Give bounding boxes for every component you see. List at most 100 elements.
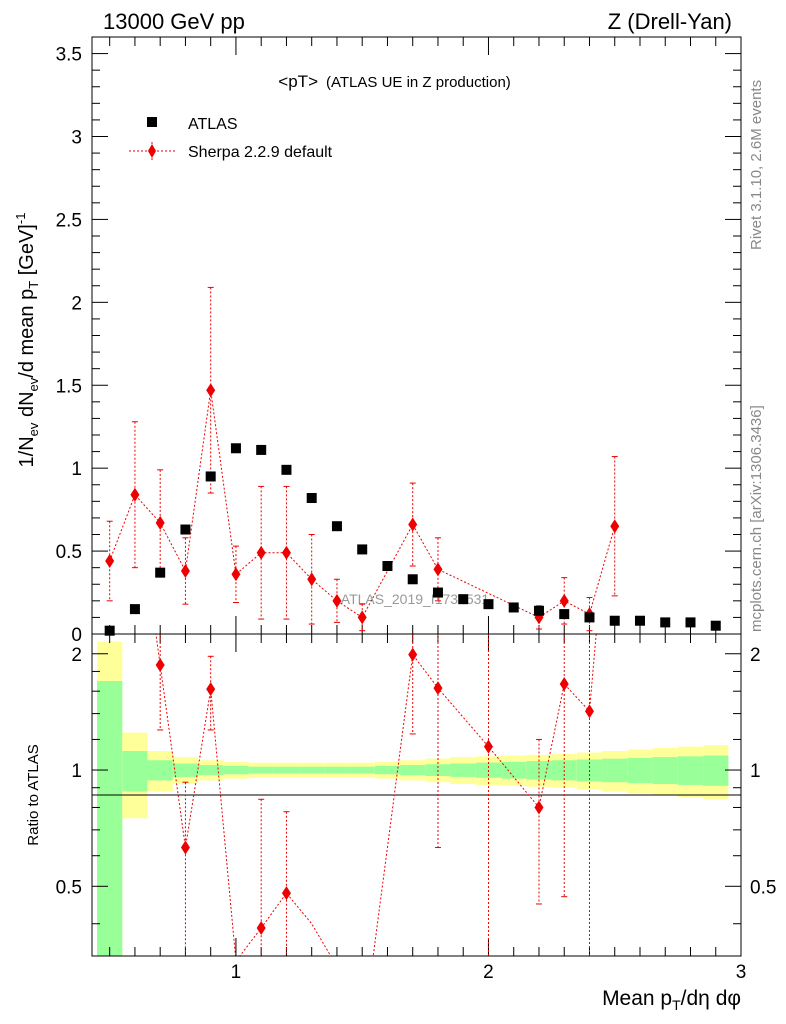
xtick-label: 2 (483, 962, 494, 983)
sherpa-point (180, 563, 190, 578)
main-ytick-label: 0.5 (56, 542, 82, 563)
atlas-point (331, 521, 342, 532)
ratio-band-inner (172, 763, 199, 777)
atlas-point (685, 617, 696, 628)
ratio-band-inner (299, 766, 325, 774)
legend-sherpa-label: Sherpa 2.2.9 default (188, 144, 333, 161)
ratio-ytick-label: 1 (71, 761, 82, 782)
sherpa-point (155, 515, 165, 530)
atlas-point (281, 464, 292, 475)
ratio-band-inner (400, 765, 426, 776)
sherpa-point (433, 562, 443, 577)
ratio-band-inner (248, 766, 274, 774)
ratio-band-inner (602, 758, 628, 783)
ratio-sherpa-point (281, 886, 291, 901)
legend-atlas-label: ATLAS (188, 116, 238, 133)
sherpa-point (281, 545, 291, 560)
atlas-point (483, 599, 494, 610)
plot-title: <pT> (278, 72, 318, 91)
x-axis-label: Mean pT/dη dφ (602, 987, 741, 1013)
ratio-sherpa-point (534, 800, 544, 815)
process-label: Z (Drell-Yan) (608, 9, 732, 34)
atlas-point (609, 615, 620, 626)
atlas-point (256, 444, 267, 455)
legend-atlas-marker (147, 117, 157, 127)
atlas-point (660, 617, 671, 628)
atlas-point (357, 544, 368, 555)
ratio-band-inner (627, 757, 653, 784)
ratio-band-inner (374, 765, 401, 775)
sherpa-point (357, 610, 367, 625)
ratio-band-inner (703, 755, 729, 786)
atlas-point (432, 587, 443, 598)
main-ytick-label: 2 (71, 293, 82, 314)
xtick-labels: 1 2 3 (231, 962, 747, 983)
ratio-band-inner (677, 756, 704, 785)
sherpa-point (408, 517, 418, 532)
ratio-sherpa-point (584, 704, 594, 719)
ratio-band-inner (97, 681, 123, 956)
main-ytick-label: 2.5 (56, 210, 82, 231)
sherpa-point (130, 487, 140, 502)
atlas-point (104, 625, 115, 636)
atlas-point (129, 604, 140, 615)
ratio-panel: 0.5 0.5 1 1 2 2 Ratio to ATLAS 1 2 3 Mean pT/dη… (25, 633, 777, 1013)
ratio-ylabel: Ratio to ATLAS (25, 744, 42, 845)
sherpa-point (610, 519, 620, 534)
ratio-sherpa-point (433, 681, 443, 696)
ratio-band-inner (122, 751, 148, 792)
atlas-point (155, 567, 166, 578)
main-ytick-labels: 0 0.5 1 1.5 2 2.5 3 3.5 (56, 45, 82, 646)
ratio-band-inner (223, 765, 249, 775)
atlas-point (634, 615, 645, 626)
sherpa-point (231, 567, 241, 582)
main-ytick-label: 1 (71, 459, 82, 480)
sherpa-point (206, 383, 216, 398)
sherpa-line (109, 390, 616, 619)
atlas-point (508, 602, 519, 613)
collision-label: 13000 GeV pp (103, 9, 245, 34)
main-ylabel: 1/Nev dNev/d mean pT [GeV]-1 (13, 213, 41, 468)
ratio-sherpa-point (408, 647, 418, 662)
ratio-sherpa-point (256, 920, 266, 935)
ratio-band-inner (273, 766, 300, 774)
ratio-band-inner (652, 757, 678, 785)
xtick-label: 1 (231, 962, 242, 983)
sherpa-point (256, 545, 266, 560)
ratio-ytick-label: 0.5 (56, 877, 82, 898)
sherpa-point (559, 593, 569, 608)
atlas-point (306, 493, 317, 504)
watermark-label: ATLAS_2019_I1736531 (341, 591, 490, 607)
sherpa-point (105, 554, 115, 569)
atlas-point (205, 471, 216, 482)
ratio-band-inner (501, 761, 527, 779)
sherpa-point (332, 593, 342, 608)
atlas-series (104, 443, 721, 636)
ratio-sherpa-point (206, 682, 216, 697)
ratio-sherpa-point (180, 840, 190, 855)
ratio-band (97, 641, 729, 956)
sherpa-point (307, 572, 317, 587)
ratio-ytick-label: 2 (71, 645, 82, 666)
main-ytick-label: 3.5 (56, 45, 82, 66)
ratio-sherpa-series (155, 634, 597, 956)
ratio-frame (91, 633, 742, 957)
plot-subtitle: (ATLAS UE in Z production) (326, 74, 511, 91)
ratio-band-inner (324, 766, 350, 774)
main-ytick-label: 0 (71, 625, 82, 646)
atlas-point (710, 620, 721, 631)
legend-sherpa-marker (148, 144, 156, 158)
xtick-label: 3 (736, 962, 747, 983)
atlas-point (407, 574, 418, 585)
sherpa-series (105, 286, 620, 632)
atlas-point (230, 443, 241, 454)
ratio-sherpa-point (483, 739, 493, 754)
ratio-ytick-label-right: 0.5 (750, 877, 776, 898)
ratio-sherpa-point (155, 658, 165, 673)
ratio-band-inner (349, 766, 375, 774)
atlas-point (559, 609, 570, 620)
legend: ATLAS Sherpa 2.2.9 default (129, 116, 333, 161)
ratio-band-inner (526, 761, 552, 780)
ratio-ytick-labels: 0.5 0.5 1 1 2 2 (56, 645, 777, 899)
